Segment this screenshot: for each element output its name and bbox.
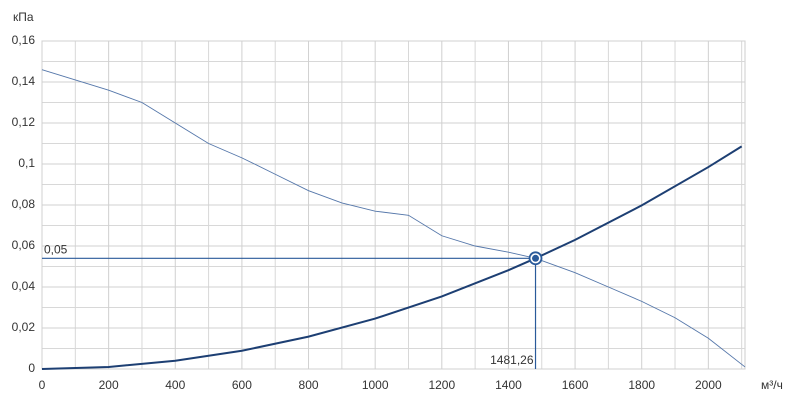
y-tick-label: 0,06 <box>12 238 36 252</box>
y-tick-label: 0,14 <box>12 74 36 88</box>
y-tick-label: 0,04 <box>12 279 36 293</box>
x-tick-label: 1600 <box>562 378 589 392</box>
y-tick-label: 0 <box>28 361 35 375</box>
y-unit: кПа <box>13 10 34 24</box>
series-line <box>41 69 746 368</box>
x-tick-label: 400 <box>165 378 185 392</box>
operating-x-label: 1481,26 <box>490 353 534 367</box>
x-tick-label: 800 <box>299 378 319 392</box>
x-tick-label: 1800 <box>628 378 655 392</box>
x-tick-label: 1000 <box>362 378 389 392</box>
x-tick-label: 600 <box>232 378 252 392</box>
y-tick-label: 0,1 <box>18 156 35 170</box>
x-tick-label: 1200 <box>428 378 455 392</box>
y-tick-label: 0,12 <box>12 115 36 129</box>
x-unit: м³/ч <box>761 378 783 392</box>
series-line <box>41 145 743 370</box>
x-tick-label: 0 <box>39 378 46 392</box>
y-tick-label: 0,16 <box>12 33 36 47</box>
operating-y-label: 0,05 <box>44 242 68 256</box>
y-tick-label: 0,08 <box>12 197 36 211</box>
y-tick-label: 0,02 <box>12 320 36 334</box>
x-tick-label: 200 <box>99 378 119 392</box>
operating-point <box>532 254 540 262</box>
x-tick-label: 1400 <box>495 378 522 392</box>
x-tick-label: 2000 <box>695 378 722 392</box>
